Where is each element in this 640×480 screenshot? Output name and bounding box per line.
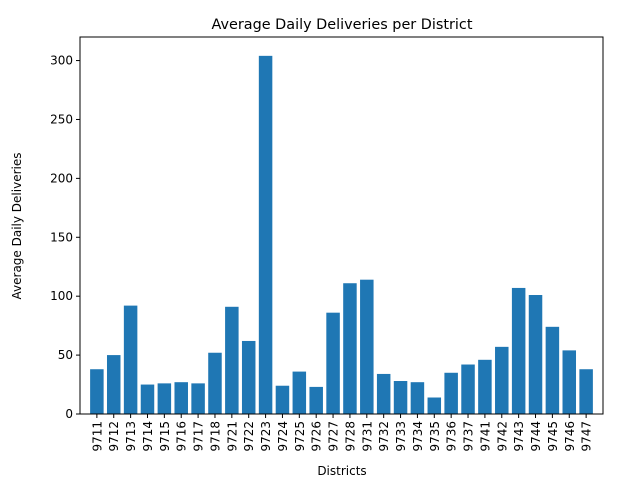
y-tick-label: 50 <box>58 348 73 362</box>
x-tick-label: 9731 <box>360 421 374 452</box>
bar-9735 <box>427 397 442 414</box>
x-tick-label: 9718 <box>208 421 222 452</box>
x-tick-label: 9724 <box>276 421 290 452</box>
x-tick-label: 9733 <box>394 421 408 452</box>
bar-9742 <box>495 346 509 414</box>
bar-9712 <box>106 355 121 414</box>
x-tick-label: 9722 <box>242 421 256 452</box>
bar-9711 <box>90 369 104 414</box>
bar-9737 <box>461 364 475 414</box>
bar-9716 <box>174 382 188 414</box>
bar-9728 <box>343 283 357 414</box>
bars-group <box>90 55 593 414</box>
x-tick-label: 9711 <box>90 421 104 452</box>
bar-9726 <box>309 386 323 414</box>
x-tick-label: 9712 <box>107 421 121 452</box>
bar-9718 <box>208 352 222 414</box>
x-tick-label: 9745 <box>546 421 560 452</box>
x-tick-label: 9716 <box>175 421 189 452</box>
x-tick-label: 9717 <box>192 421 206 452</box>
x-axis: 9711 9712 9713 9714 9715 9716 9717 9718 9721 9722… <box>90 414 594 452</box>
plot-frame <box>79 36 604 415</box>
x-tick-label: 9713 <box>124 421 138 452</box>
x-tick-label: 9726 <box>310 421 324 452</box>
bar-9733 <box>393 381 408 414</box>
x-tick-label: 9742 <box>495 421 509 452</box>
x-tick-label: 9732 <box>377 421 391 452</box>
bar-9722 <box>241 340 256 414</box>
bar-9744 <box>528 295 543 414</box>
x-tick-label: 9746 <box>563 421 577 452</box>
chart-title: Average Daily Deliveries per District <box>212 17 473 33</box>
y-axis-title: Average Daily Deliveries <box>10 153 24 300</box>
x-tick-label: 9714 <box>141 421 155 452</box>
bar-9725 <box>292 371 307 414</box>
bar-9724 <box>275 385 290 414</box>
x-tick-label: 9728 <box>343 421 357 452</box>
bar-9715 <box>157 383 172 414</box>
bar-9731 <box>360 279 374 414</box>
x-tick-label: 9723 <box>259 421 273 452</box>
y-tick-label: 100 <box>50 289 73 303</box>
x-tick-label: 9727 <box>327 421 341 452</box>
y-axis: 0 50 100 150 200 250 300 <box>50 54 80 421</box>
y-tick-label: 250 <box>50 112 73 126</box>
x-tick-label: 9715 <box>158 421 172 452</box>
bar-9714 <box>140 384 155 414</box>
bar-9727 <box>326 312 340 414</box>
bar-9717 <box>191 383 205 414</box>
y-tick-label: 200 <box>50 171 73 185</box>
bar-9721 <box>225 306 239 414</box>
bar-9732 <box>376 373 391 414</box>
x-tick-label: 9734 <box>411 421 425 452</box>
y-tick-label: 0 <box>65 407 73 421</box>
bar-9747 <box>579 369 593 414</box>
x-axis-title: Districts <box>317 464 366 478</box>
x-tick-label: 9735 <box>428 421 442 452</box>
x-tick-label: 9725 <box>293 421 307 452</box>
bar-9745 <box>545 326 560 414</box>
bar-9734 <box>410 382 425 414</box>
y-tick-label: 300 <box>50 54 73 68</box>
y-tick-label: 150 <box>50 230 73 244</box>
x-tick-label: 9741 <box>478 421 492 452</box>
x-tick-label: 9747 <box>580 421 594 452</box>
x-tick-label: 9721 <box>225 421 239 452</box>
bar-9741 <box>478 359 492 414</box>
bar-9746 <box>562 350 577 414</box>
bar-9723 <box>258 55 273 414</box>
bar-9743 <box>511 287 526 414</box>
bar-9736 <box>444 372 458 414</box>
x-tick-label: 9744 <box>529 421 543 452</box>
x-tick-label: 9743 <box>512 421 526 452</box>
x-tick-label: 9737 <box>462 421 476 452</box>
bar-9713 <box>123 305 138 414</box>
x-tick-label: 9736 <box>445 421 459 452</box>
